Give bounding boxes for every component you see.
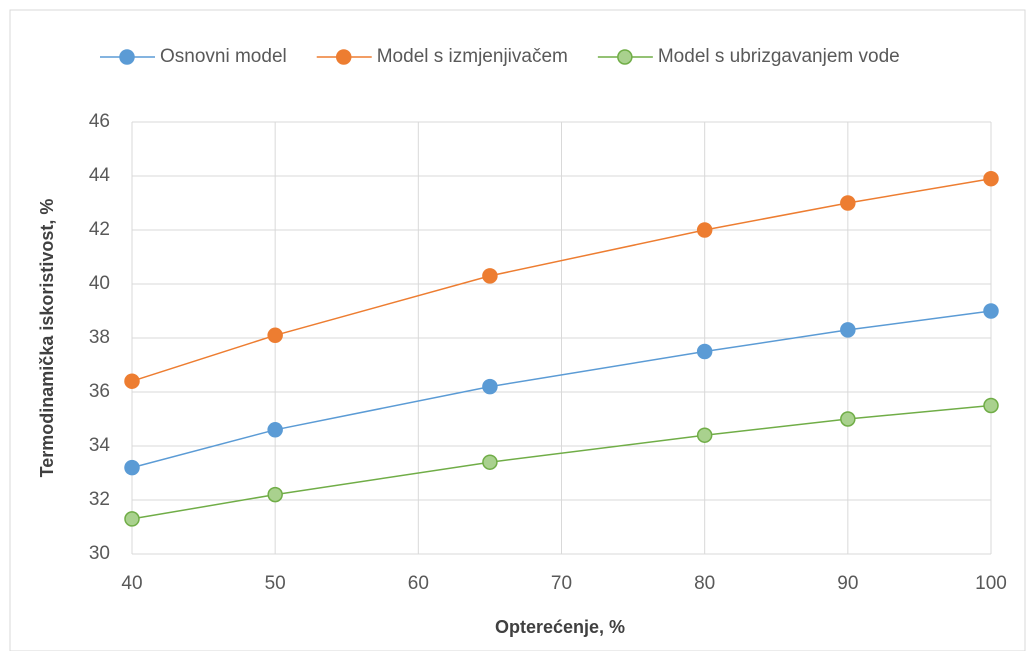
legend-label: Model s izmjenjivačem	[377, 46, 568, 67]
data-point	[983, 170, 999, 187]
legend-marker	[617, 49, 633, 65]
x-axis-title: Opterećenje, %	[495, 617, 625, 637]
data-point	[482, 268, 498, 284]
data-point	[983, 303, 999, 319]
y-tick-label: 32	[89, 489, 110, 510]
data-point	[124, 459, 140, 476]
y-tick-label: 34	[89, 435, 111, 456]
data-point	[840, 195, 856, 211]
y-axis-title: Termodinamička iskoristivost, %	[37, 199, 57, 478]
data-point	[696, 222, 713, 238]
y-tick-label: 40	[89, 273, 110, 294]
x-tick-label: 70	[551, 573, 572, 594]
data-point	[840, 322, 856, 338]
data-point	[482, 454, 498, 470]
y-tick-label: 30	[89, 543, 110, 564]
data-point	[267, 422, 283, 438]
x-tick-label: 90	[837, 573, 858, 594]
data-point	[840, 411, 856, 427]
x-tick-label: 60	[408, 573, 429, 594]
y-tick-label: 36	[89, 381, 110, 402]
x-tick-label: 50	[265, 573, 286, 594]
series-line	[131, 310, 992, 469]
data-point	[267, 486, 283, 503]
y-tick-label: 38	[89, 327, 110, 348]
x-tick-label: 100	[975, 573, 1007, 594]
data-point	[124, 373, 140, 389]
data-point	[124, 511, 140, 527]
data-point	[696, 343, 713, 360]
chart-border	[9, 9, 1026, 651]
legend-label: Osnovni model	[160, 46, 287, 67]
y-tick-label: 46	[89, 111, 110, 132]
data-point	[696, 427, 713, 443]
series-line	[131, 404, 992, 520]
data-point	[983, 397, 999, 414]
x-tick-label: 80	[694, 573, 715, 594]
legend-marker	[335, 49, 352, 65]
data-point	[482, 378, 498, 395]
y-tick-label: 44	[89, 165, 111, 186]
x-tick-label: 40	[121, 573, 142, 594]
y-tick-label: 42	[89, 219, 110, 240]
data-point	[267, 327, 283, 344]
legend-marker	[119, 49, 135, 65]
series-line	[131, 177, 992, 382]
legend-label: Model s ubrizgavanjem vode	[658, 46, 900, 67]
